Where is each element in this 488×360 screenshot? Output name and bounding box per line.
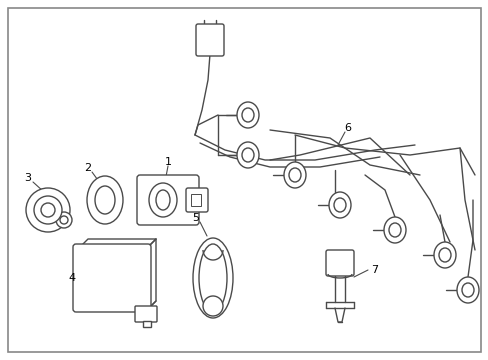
- Ellipse shape: [284, 162, 305, 188]
- Ellipse shape: [87, 176, 123, 224]
- Ellipse shape: [288, 168, 301, 182]
- FancyBboxPatch shape: [135, 306, 157, 322]
- Ellipse shape: [242, 108, 253, 122]
- Ellipse shape: [383, 217, 405, 243]
- Ellipse shape: [328, 192, 350, 218]
- Text: 6: 6: [344, 123, 351, 133]
- Circle shape: [60, 216, 68, 224]
- FancyBboxPatch shape: [196, 24, 224, 56]
- FancyBboxPatch shape: [73, 244, 151, 312]
- Ellipse shape: [237, 102, 259, 128]
- Ellipse shape: [461, 283, 473, 297]
- Circle shape: [26, 188, 70, 232]
- Circle shape: [41, 203, 55, 217]
- Ellipse shape: [438, 248, 450, 262]
- Ellipse shape: [333, 198, 346, 212]
- Ellipse shape: [156, 190, 170, 210]
- Bar: [191, 194, 201, 206]
- Ellipse shape: [237, 142, 259, 168]
- Bar: [142, 321, 151, 327]
- Circle shape: [203, 296, 223, 316]
- Ellipse shape: [149, 183, 177, 217]
- Circle shape: [34, 196, 62, 224]
- Ellipse shape: [199, 244, 226, 312]
- Text: 4: 4: [68, 273, 76, 283]
- Text: 2: 2: [84, 163, 91, 173]
- Ellipse shape: [242, 148, 253, 162]
- Text: 3: 3: [24, 173, 31, 183]
- Ellipse shape: [433, 242, 455, 268]
- FancyBboxPatch shape: [325, 250, 353, 276]
- Text: 1: 1: [164, 157, 171, 167]
- Ellipse shape: [95, 186, 115, 214]
- Circle shape: [56, 212, 72, 228]
- FancyBboxPatch shape: [137, 175, 199, 225]
- FancyBboxPatch shape: [185, 188, 207, 212]
- Ellipse shape: [388, 223, 400, 237]
- Ellipse shape: [456, 277, 478, 303]
- Text: 7: 7: [371, 265, 378, 275]
- Ellipse shape: [193, 238, 232, 318]
- Text: 5: 5: [192, 213, 199, 223]
